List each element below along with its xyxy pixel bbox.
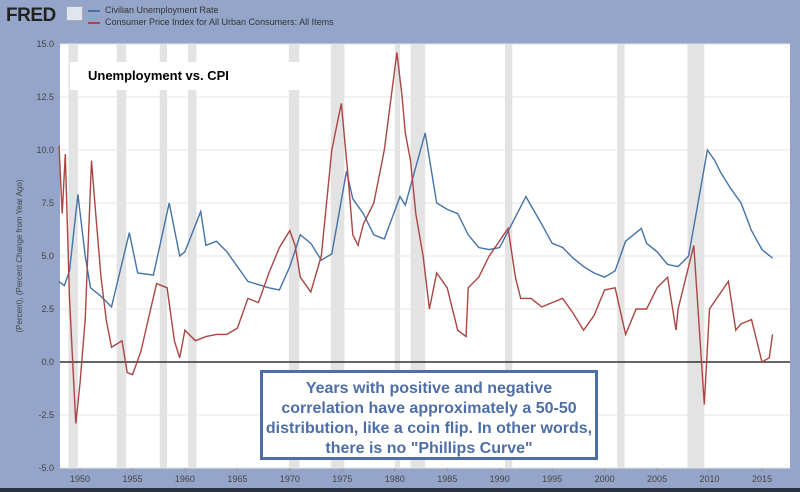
y-tick-label: 7.5	[41, 198, 54, 208]
legend-item-unemployment: Civilian Unemployment Rate	[88, 5, 219, 15]
y-tick-label: -5.0	[38, 463, 54, 473]
legend-swatch-blue	[88, 9, 100, 12]
y-tick-label: 0.0	[41, 357, 54, 367]
y-axis-label: (Percent), (Percent Change from Year Ago…	[15, 179, 24, 332]
legend-label: Civilian Unemployment Rate	[105, 5, 219, 15]
series-line-unemployment	[58, 132, 773, 309]
y-tick-label: 12.5	[36, 92, 54, 102]
bottom-bar	[0, 488, 800, 492]
legend-item-cpi: Consumer Price Index for All Urban Consu…	[88, 17, 334, 27]
y-tick-label: 15.0	[36, 39, 54, 49]
y-tick-label: 2.5	[41, 304, 54, 314]
x-tick-label: 2005	[647, 474, 667, 484]
x-tick-label: 1990	[490, 474, 510, 484]
x-tick-label: 2010	[700, 474, 720, 484]
fred-logo: FRED	[6, 5, 56, 26]
y-tick-label: 5.0	[41, 251, 54, 261]
annotation-box: Years with positive and negative correla…	[260, 370, 598, 460]
x-tick-label: 1970	[280, 474, 300, 484]
x-tick-label: 1950	[70, 474, 90, 484]
series-line-cpi	[58, 52, 774, 424]
x-tick-label: 2015	[752, 474, 772, 484]
x-tick-label: 1985	[437, 474, 457, 484]
x-tick-label: 1995	[542, 474, 562, 484]
x-tick-label: 1975	[332, 474, 352, 484]
x-tick-label: 1980	[385, 474, 405, 484]
x-tick-label: 2000	[595, 474, 615, 484]
chart-header: FRED Civilian Unemployment Rate Consumer…	[0, 0, 800, 36]
x-tick-label: 1955	[122, 474, 142, 484]
y-tick-label: 10.0	[36, 145, 54, 155]
legend-swatch-red	[88, 21, 100, 24]
chart-title: Unemployment vs. CPI	[70, 62, 300, 90]
legend-label: Consumer Price Index for All Urban Consu…	[105, 17, 334, 27]
y-tick-label: -2.5	[38, 410, 54, 420]
fred-chart-icon	[66, 6, 83, 21]
x-tick-label: 1960	[175, 474, 195, 484]
x-tick-label: 1965	[227, 474, 247, 484]
